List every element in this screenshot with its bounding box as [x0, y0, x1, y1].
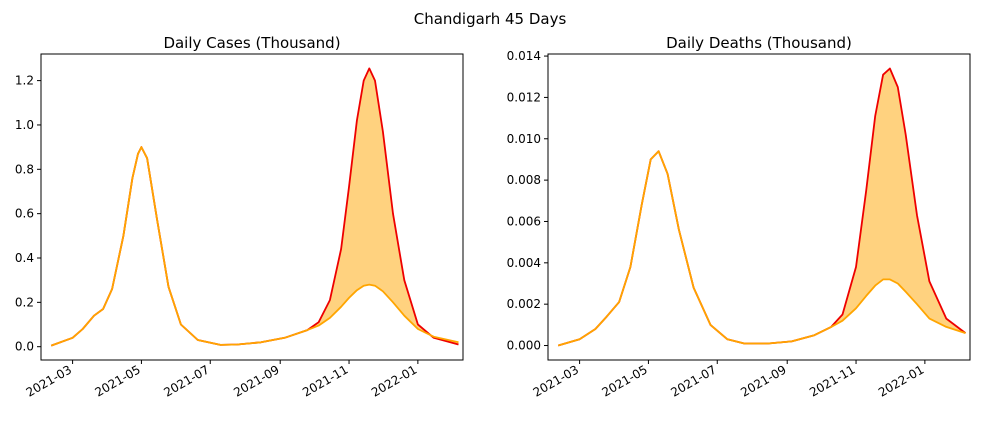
cases-x-tick-label: 2021-03 — [24, 362, 74, 399]
cases-lower-series-line — [50, 146, 459, 347]
deaths-chart-y-axis: 0.000 0.002 0.004 0.006 0.008 0.010 0.012 0.014 — [507, 49, 548, 353]
deaths-y-tick-label: 0.000 — [507, 339, 541, 353]
deaths-y-tick-label: 0.002 — [507, 297, 541, 311]
deaths-x-tick-label: 2021-05 — [599, 362, 649, 399]
cases-y-tick-label: 0.6 — [15, 207, 34, 221]
cases-x-tick-label: 2022-01 — [369, 362, 419, 399]
cases-x-tick-label: 2021-11 — [300, 362, 350, 399]
cases-chart-title: Daily Cases (Thousand) — [163, 34, 340, 52]
deaths-chart-x-axis: 2021-03 2021-05 2021-07 2021-09 2021-11 2022-… — [531, 360, 926, 400]
deaths-y-tick-label: 0.004 — [507, 256, 541, 270]
deaths-chart-title: Daily Deaths (Thousand) — [666, 34, 852, 52]
deaths-chart-marks — [557, 67, 967, 347]
figure-title: Chandigarh 45 Days — [414, 10, 567, 28]
cases-chart-frame — [40, 53, 464, 361]
deaths-x-tick-label: 2021-03 — [531, 362, 581, 399]
cases-chart-y-axis: 0.0 0.2 0.4 0.6 0.8 1.0 1.2 — [15, 74, 41, 354]
cases-y-tick-label: 0.8 — [15, 162, 34, 176]
deaths-y-tick-label: 0.014 — [507, 49, 541, 63]
cases-y-tick-label: 1.0 — [15, 118, 34, 132]
deaths-y-tick-label: 0.012 — [507, 90, 541, 104]
deaths-lower-series-line — [557, 150, 966, 347]
cases-x-tick-label: 2021-09 — [231, 362, 281, 399]
cases-y-tick-label: 0.2 — [15, 295, 34, 309]
cases-chart: Daily Cases (Thousand) 0.0 0.2 0.4 0.6 0.8 1.… — [15, 34, 464, 400]
deaths-y-tick-label: 0.006 — [507, 214, 541, 228]
deaths-x-tick-label: 2021-11 — [807, 362, 857, 399]
deaths-x-tick-label: 2021-07 — [668, 362, 718, 399]
deaths-y-tick-label: 0.010 — [507, 132, 541, 146]
cases-y-tick-label: 0.0 — [15, 340, 34, 354]
deaths-x-tick-label: 2021-09 — [738, 362, 788, 399]
cases-band-area — [51, 68, 459, 346]
deaths-chart-frame — [547, 53, 971, 361]
cases-chart-marks — [50, 67, 459, 347]
cases-x-tick-label: 2021-07 — [161, 362, 211, 399]
deaths-chart: Daily Deaths (Thousand) 0.0000.0020.0040… — [507, 34, 971, 400]
deaths-y-tick-label: 0.008 — [507, 173, 541, 187]
deaths-x-tick-label: 2022-01 — [876, 362, 926, 399]
cases-y-tick-label: 1.2 — [15, 74, 34, 88]
cases-x-tick-label: 2021-05 — [92, 362, 142, 399]
cases-y-tick-label: 0.4 — [15, 251, 34, 265]
deaths-band-area — [558, 68, 966, 346]
cases-chart-x-axis: 2021-03 2021-05 2021-07 2021-09 2021-11 2022-… — [24, 360, 419, 400]
